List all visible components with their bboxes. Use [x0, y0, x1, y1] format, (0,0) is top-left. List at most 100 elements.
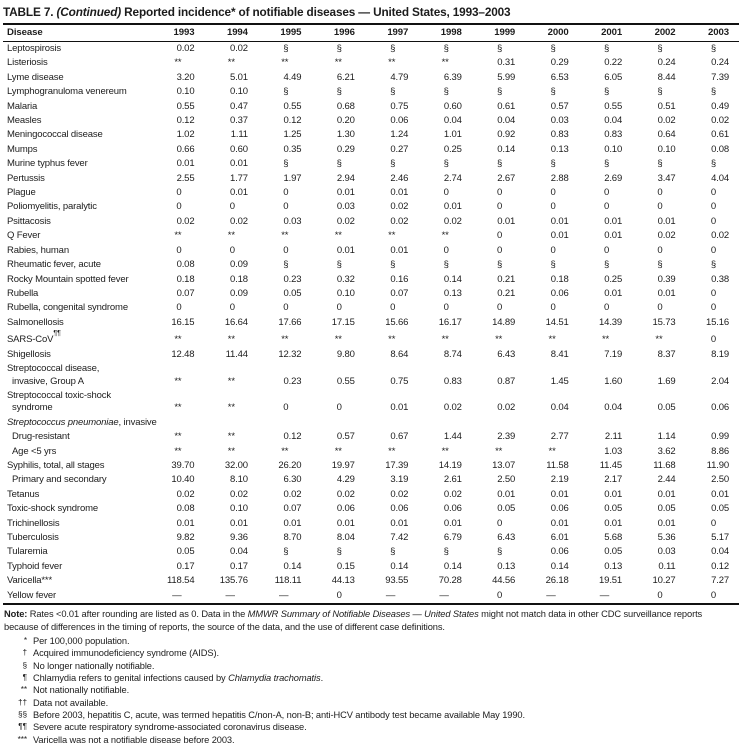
rate-value-cell: 0	[710, 287, 716, 299]
header-row: Disease 1993 1994 1995 1996 1997 1998 1999 2000 2…	[3, 23, 739, 42]
rate-value-cell: 0.01	[604, 215, 623, 227]
rate-value-cell: §	[497, 86, 503, 98]
footnote-symbol: §	[22, 659, 27, 670]
table-row: Leptospirosis 0.02 0.02 § § § § § § § § §	[3, 42, 739, 57]
rate-value-cell: 0.04	[497, 115, 516, 127]
rate-value-cell: 0.51	[657, 100, 676, 112]
rate-value-cell: **	[281, 230, 289, 242]
table-row: Malaria 0.55 0.47 0.55 0.68 0.75 0.60 0.61 0.57 0…	[3, 100, 739, 114]
rate-value-cell: 0.04	[550, 402, 569, 414]
table-row: Plague 0 0.01 0 0.01 0.01 0 0 0 0 0 0	[3, 186, 739, 200]
disease-label: Age <5 yrs	[12, 445, 57, 457]
rate-value-cell: §	[336, 86, 342, 98]
rate-value-cell: **	[174, 57, 182, 69]
rate-value-cell: 0	[497, 517, 503, 529]
rate-value-cell: 1.60	[604, 375, 623, 387]
rate-value-cell: 0.03	[657, 546, 676, 558]
rate-value-cell: 0.29	[550, 57, 569, 69]
rate-value-cell: 0	[603, 187, 610, 199]
rate-value-cell: §	[390, 86, 396, 98]
rate-value-cell: 93.55	[385, 575, 409, 587]
footnote: *** Varicella was not a notifiable diseas…	[3, 734, 738, 746]
rate-value-cell: 0	[710, 517, 716, 529]
rate-value-cell: 0.14	[283, 560, 302, 572]
rate-value-cell: 6.79	[443, 531, 462, 543]
footnote-text: Varicella was not a notifiable disease b…	[33, 734, 235, 745]
rate-value-cell: 4.79	[390, 71, 409, 83]
rate-value-cell: 0.02	[497, 402, 516, 414]
rate-value-cell: 0.01	[230, 187, 248, 199]
disease-label: Lyme disease	[7, 71, 64, 83]
rate-value-cell: 0	[710, 334, 716, 346]
rate-value-cell: 118.11	[274, 575, 302, 587]
footnote-symbol: ¶	[22, 672, 27, 683]
rate-value-cell: 0.01	[390, 187, 409, 199]
rate-value-cell: 0.01	[497, 488, 516, 500]
table-row: Meningococcal disease 1.02 1.11 1.25 1.30 1.2…	[3, 128, 739, 142]
rate-value-cell: 0.06	[443, 503, 462, 515]
rate-value-cell: 7.27	[711, 575, 729, 587]
footnote-symbol: ¶¶	[18, 721, 27, 732]
rate-value-cell: 8.64	[390, 348, 409, 360]
rate-value-cell: 0.31	[497, 57, 516, 69]
disease-label: Murine typhus fever	[7, 158, 88, 170]
rate-value-cell: §	[283, 259, 289, 271]
rate-value-cell: 0.13	[497, 560, 516, 572]
rate-value-cell: 11.68	[653, 459, 676, 471]
table-row: Psittacosis 0.02 0.02 0.03 0.02 0.02 0.02 0.01 0…	[3, 215, 739, 229]
rate-value-cell: 5.99	[497, 71, 516, 83]
rate-value-cell	[365, 416, 418, 430]
rate-value-cell: 2.17	[604, 474, 623, 486]
disease-column-header: Disease	[3, 23, 151, 42]
disease-label: Rocky Mountain spotted fever	[7, 273, 129, 285]
rate-value-cell	[579, 416, 632, 430]
rate-value-cell: **	[174, 445, 182, 457]
rate-value-cell	[151, 416, 204, 430]
rate-value-cell: 2.77	[550, 431, 569, 443]
rate-value-cell: **	[227, 375, 235, 387]
rate-value-cell: 0.02	[711, 230, 729, 242]
rate-value-cell: §	[657, 43, 663, 54]
footnote-text: Not nationally notifiable.	[33, 685, 130, 696]
rate-value-cell: §	[390, 259, 396, 271]
rate-value-cell: 14.19	[438, 459, 462, 471]
disease-label: Yellow fever	[3, 588, 151, 606]
rate-value-cell: **	[281, 445, 289, 457]
table-row: Tularemia 0.05 0.04 § § § § § 0.06 0.05 0.03 0.04	[3, 545, 739, 559]
rate-value-cell: 0.12	[176, 115, 195, 127]
rate-value-cell: 0.13	[550, 143, 569, 155]
rate-value-cell: 1.44	[443, 431, 462, 443]
rate-value-cell: 0.01	[657, 517, 676, 529]
rate-value-cell: §	[550, 86, 556, 98]
rate-value-cell: **	[334, 230, 342, 242]
table-row: Tetanus 0.02 0.02 0.02 0.02 0.02 0.02 0.01 0.01 0…	[3, 488, 739, 502]
rate-value-cell: 0.03	[283, 215, 302, 227]
rate-value-cell: §	[390, 158, 396, 170]
rate-value-cell: §	[283, 86, 289, 98]
rate-value-cell: 0.57	[336, 431, 355, 443]
rate-value-cell: 1.25	[283, 129, 302, 141]
disease-label: Listeriosis	[7, 57, 48, 69]
rate-value-cell: 0.18	[230, 273, 248, 285]
rate-value-cell: 0	[497, 302, 503, 314]
rate-value-cell: 0.05	[497, 503, 516, 515]
footnote-symbol: *	[23, 635, 27, 646]
rate-value-cell: 2.67	[497, 172, 516, 184]
rate-value-cell: 0.02	[336, 488, 355, 500]
rate-value-cell: 0.01	[497, 215, 516, 227]
rate-value-cell: 0.18	[550, 273, 569, 285]
rate-value-cell: 0	[176, 187, 182, 199]
rate-value-cell: 0.01	[230, 517, 248, 529]
rate-value-cell: 0.87	[497, 375, 516, 387]
rate-value-cell: 6.43	[497, 348, 516, 360]
rate-value-cell: 2.55	[176, 172, 195, 184]
disease-label: Meningococcal disease	[7, 129, 103, 141]
note-text-post: might not match data in other CDC survei…	[4, 609, 703, 632]
rate-value-cell: **	[227, 334, 235, 346]
rate-value-cell: 2.46	[390, 172, 409, 184]
rate-value-cell: 0	[283, 302, 289, 314]
rate-value-cell: §	[550, 158, 556, 170]
rate-value-cell: **	[281, 57, 289, 69]
footnote: ¶¶ Severe acute respiratory syndrome-asso…	[3, 721, 738, 733]
rate-value-cell: 70.28	[438, 575, 462, 587]
